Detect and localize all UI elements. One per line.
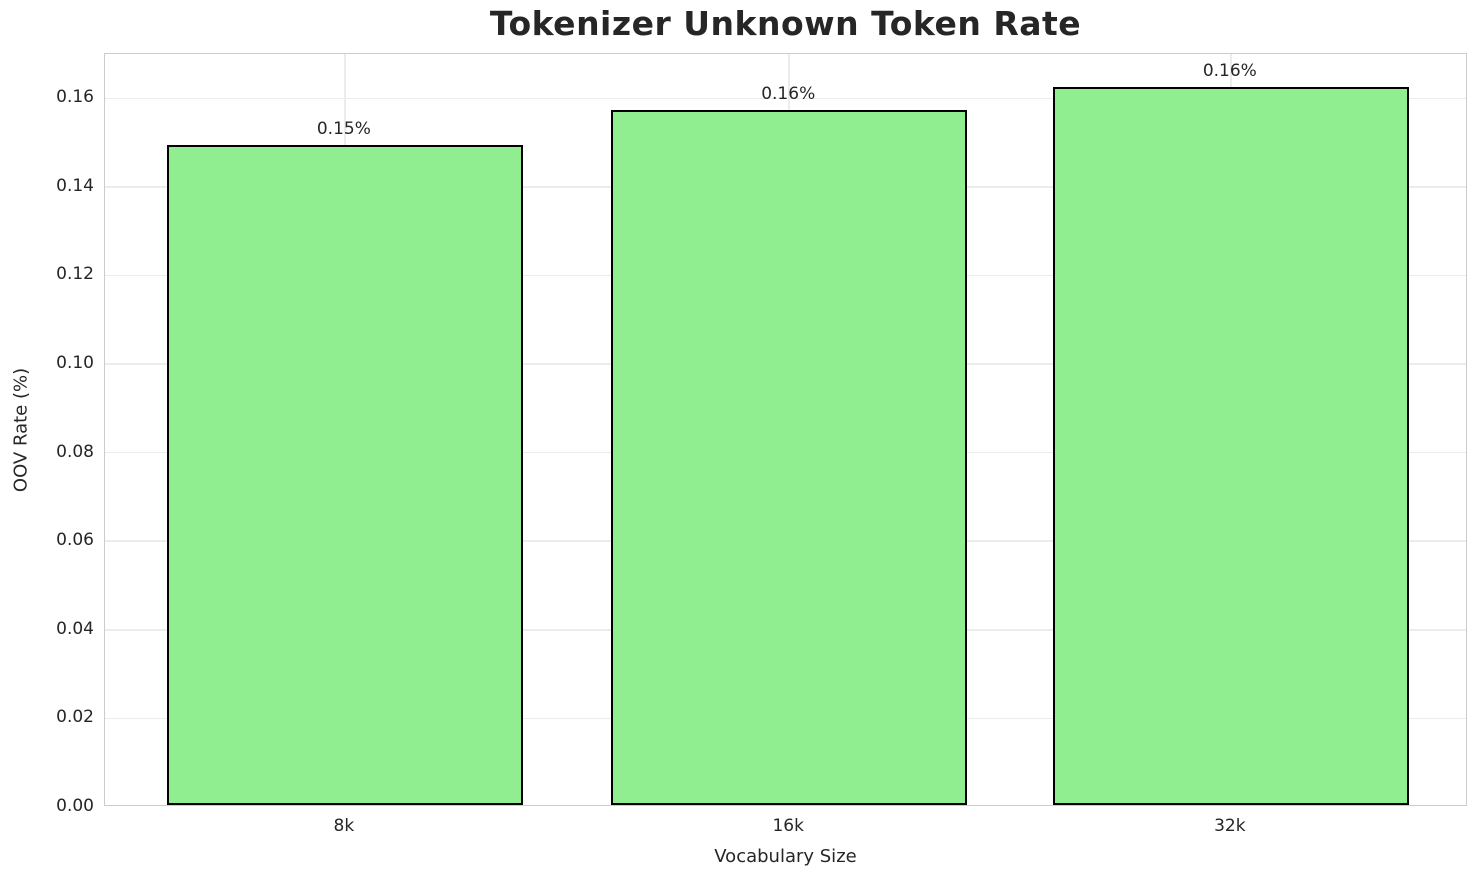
- y-tick-label: 0.08: [56, 441, 94, 462]
- y-gridline: [105, 97, 1466, 100]
- y-tick-label: 0.16: [56, 87, 94, 108]
- plot-area: [104, 53, 1467, 806]
- y-tick-label: 0.14: [56, 175, 94, 196]
- x-tick-label: 32k: [1214, 816, 1246, 836]
- y-tick-label: 0.02: [56, 707, 94, 728]
- y-tick-label: 0.10: [56, 353, 94, 374]
- x-tick-label: 8k: [333, 816, 355, 836]
- x-axis-label: Vocabulary Size: [714, 846, 857, 867]
- x-tick-label: 16k: [772, 816, 804, 836]
- bar-value-label: 0.16%: [1202, 61, 1257, 82]
- bar-32k: [1052, 87, 1409, 805]
- y-tick-label: 0.00: [56, 796, 94, 816]
- bar-8k: [166, 145, 523, 805]
- bar-value-label: 0.16%: [761, 83, 816, 104]
- y-axis-label: OOV Rate (%): [10, 367, 32, 493]
- y-tick-label: 0.04: [56, 618, 94, 639]
- y-tick-label: 0.06: [56, 530, 94, 551]
- y-tick-label: 0.12: [56, 264, 94, 285]
- chart-title: Tokenizer Unknown Token Rate: [489, 4, 1082, 43]
- bar-16k: [611, 109, 968, 805]
- bar-value-label: 0.15%: [316, 119, 371, 140]
